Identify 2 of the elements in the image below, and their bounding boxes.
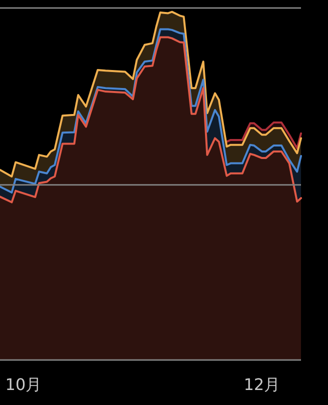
x-tick-label: 12月: [244, 375, 280, 394]
x-tick-label: 10月: [5, 375, 42, 394]
